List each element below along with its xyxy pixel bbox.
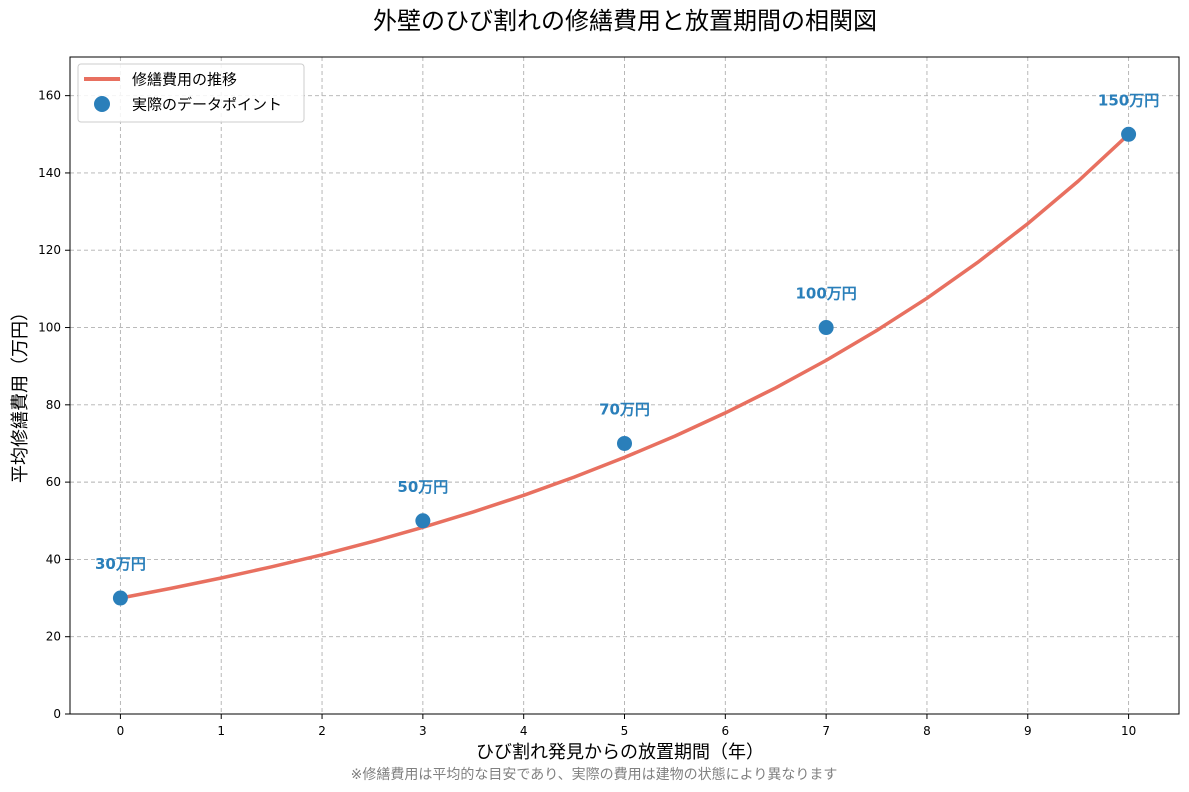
x-tick-label: 8 <box>923 724 931 738</box>
data-point <box>1121 126 1137 142</box>
y-tick-label: 60 <box>46 475 61 489</box>
y-tick-label: 100 <box>38 321 61 335</box>
x-tick-label: 0 <box>117 724 125 738</box>
footnote: ※修繕費用は平均的な目安であり、実際の費用は建物の状態により異なります <box>351 767 838 783</box>
grid <box>70 57 1179 715</box>
legend-box <box>77 63 305 123</box>
data-point <box>112 590 128 606</box>
x-tick-label: 2 <box>318 724 326 738</box>
y-tick-label: 160 <box>38 89 61 103</box>
legend-point-swatch <box>94 96 110 112</box>
data-labels: 30万円 50万円 70万円 100万円 150万円 <box>95 91 1159 573</box>
y-tick-label: 120 <box>38 243 61 257</box>
y-axis-title: 平均修繕費用（万円） <box>10 303 31 483</box>
legend: 修繕費用の推移 実際のデータポイント <box>77 63 305 123</box>
data-point-label: 100万円 <box>795 285 856 303</box>
y-tick-label: 140 <box>38 166 61 180</box>
x-tick-label: 3 <box>419 724 427 738</box>
x-tick-label: 4 <box>520 724 528 738</box>
data-point-label: 50万円 <box>397 478 448 496</box>
data-point <box>617 435 632 451</box>
x-tick-label: 1 <box>217 724 225 738</box>
data-point <box>415 513 431 529</box>
y-tick-label: 0 <box>53 707 61 721</box>
data-point <box>818 320 834 336</box>
legend-label-curve: 修繕費用の推移 <box>132 71 237 89</box>
y-tick-label: 40 <box>46 552 61 566</box>
y-tick-label: 80 <box>46 398 61 412</box>
data-point-label: 30万円 <box>95 555 146 573</box>
chart-title: 外壁のひび割れの修繕費用と放置期間の相関図 <box>373 7 877 35</box>
cost-trend-line <box>118 132 1131 600</box>
x-tick-label: 5 <box>621 724 629 738</box>
series-layer <box>112 126 1137 606</box>
data-point-label: 150万円 <box>1098 91 1159 109</box>
x-axis-title: ひび割れ発見からの放置期間（年） <box>476 742 764 763</box>
x-tick-label: 6 <box>721 724 729 738</box>
x-tick-label: 7 <box>822 724 830 738</box>
data-point-label: 70万円 <box>599 400 650 418</box>
x-tick-label: 10 <box>1121 724 1136 738</box>
y-tick-label: 20 <box>46 630 61 644</box>
x-tick-label: 9 <box>1024 724 1032 738</box>
legend-label-points: 実際のデータポイント <box>132 96 282 114</box>
